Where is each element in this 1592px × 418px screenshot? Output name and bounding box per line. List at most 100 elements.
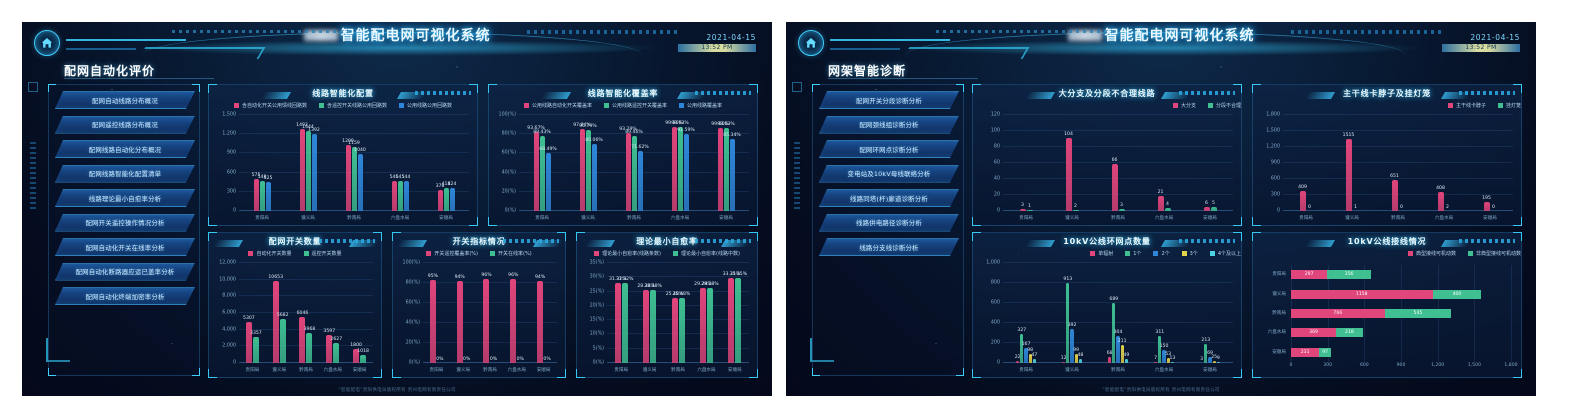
sidebar-item-3[interactable]: 配网线路自动化分布概况	[55, 140, 195, 158]
bar-group[interactable]: 68 689 304 211 49	[1095, 263, 1141, 363]
bar-group[interactable]: 94% 0%	[530, 263, 557, 363]
bar-row[interactable]: 231 97	[1291, 347, 1511, 357]
legend-item[interactable]: 3个	[1181, 250, 1198, 257]
sidebar-item-7[interactable]: 线路分支线诊断分析	[819, 238, 959, 256]
bar-group[interactable]: 1515 1	[1329, 115, 1375, 211]
bar-group[interactable]: 28.38% 28.38%	[635, 263, 663, 363]
app-title: 智能配电网可视化系统	[22, 25, 772, 45]
y-tick-label: 120	[990, 112, 1000, 118]
bar-group[interactable]: 1492 1444 1392	[285, 115, 331, 211]
sidebar-item-8[interactable]: 配网自动化断路器应运已盖率分析	[55, 263, 195, 281]
bar-group[interactable]: 104 2	[1049, 115, 1095, 211]
bar-group[interactable]: 99.86% 99.63% 91.59%	[657, 115, 703, 211]
sidebar-item-6[interactable]: 配网开关遥控操作情况分析	[55, 214, 195, 232]
sidebar-item-5[interactable]: 线路理论最小自愈率分析	[55, 189, 195, 207]
sidebar-item-1[interactable]: 配网开关分段诊断分析	[819, 91, 959, 109]
bar-row[interactable]: 1158 400	[1291, 289, 1511, 299]
legend-item[interactable]: 1个	[1125, 250, 1141, 257]
bar-group[interactable]: 12 913 392 99 48	[1049, 263, 1095, 363]
bar-value-label: 213	[1201, 338, 1211, 344]
card-corner	[208, 84, 217, 93]
legend-item[interactable]: 公用线路遥控开关覆盖率	[603, 102, 667, 109]
bar-group[interactable]: 378 418 424	[423, 115, 469, 211]
bar-group[interactable]: 651 0	[1375, 115, 1421, 211]
bar-row[interactable]: 297 356	[1291, 270, 1511, 280]
bar-group[interactable]: 25.48% 25.48%	[664, 263, 692, 363]
legend-item[interactable]: 公用线路自动化开关覆盖率	[523, 102, 592, 109]
sidebar-item-6[interactable]: 线路供电路径诊断分析	[819, 214, 959, 232]
bar-group[interactable]: 1800 1018	[346, 263, 373, 363]
bar-group[interactable]: 29.28% 29.28%	[692, 263, 720, 363]
home-icon[interactable]	[798, 30, 824, 56]
sidebar-item-4[interactable]: 配网线路智能化配置清单	[55, 165, 195, 183]
bar-group[interactable]: 1200 1159 1040	[331, 115, 377, 211]
bar-group[interactable]: 409 0	[1283, 115, 1329, 211]
legend-item[interactable]: 开关遥控覆盖率(%)	[426, 250, 478, 257]
y-tick-label: 300	[1270, 192, 1280, 198]
sidebar-item-7[interactable]: 配网自动化开关在线率分析	[55, 238, 195, 256]
bar-group[interactable]: 96% 0%	[477, 263, 504, 363]
bar-group[interactable]: 5307 3357	[239, 263, 266, 363]
bar-group[interactable]: 33.35% 33.35%	[721, 263, 749, 363]
bar-group[interactable]: 66 3	[1095, 115, 1141, 211]
legend-item[interactable]: 开关在线率(%)	[490, 250, 532, 257]
sidebar-item-1[interactable]: 配网自动线路分布概况	[55, 91, 195, 109]
home-icon[interactable]	[34, 30, 60, 56]
bar-group[interactable]: 408 2	[1421, 115, 1467, 211]
legend-item[interactable]: 理论最小自愈率(线路中数)	[673, 250, 740, 257]
bar-value-label: 10653	[268, 275, 283, 281]
bar-group[interactable]: 99.06% 98.63% 85.34%	[703, 115, 749, 211]
sidebar-item-2[interactable]: 配网颈线组诊断分析	[819, 116, 959, 134]
legend-item[interactable]: 4个及以上	[1209, 250, 1241, 257]
chart-legend: 自动化开关数量 遥控开关数量	[209, 250, 381, 257]
bar-group[interactable]: 95% 0%	[423, 263, 450, 363]
sidebar-item-2[interactable]: 配网遥控线路分布概况	[55, 116, 195, 134]
sidebar-item-5[interactable]: 线路同塔(杆)廊道诊断分析	[819, 189, 959, 207]
bar-group[interactable]: 195 0	[1467, 115, 1513, 211]
gridline	[607, 319, 749, 321]
legend-item[interactable]: 公用线路覆盖率	[679, 102, 722, 109]
bar-group[interactable]: 6046 3968	[293, 263, 320, 363]
bar-group[interactable]: 31.32% 31.32%	[607, 263, 635, 363]
bar-group[interactable]: 3 213 69 25 9	[1187, 263, 1233, 363]
legend-item[interactable]: 理论最小自愈率(线路条数)	[594, 250, 661, 257]
legend-item[interactable]: 公用线路公用回路数	[399, 102, 452, 109]
legend-item[interactable]: 含自动化开关公用馈线回路数	[233, 102, 307, 109]
bar-group[interactable]: 94% 0%	[450, 263, 477, 363]
bar-group[interactable]: 10653 5682	[266, 263, 293, 363]
bar-row[interactable]: 766 545	[1291, 308, 1511, 318]
legend-item[interactable]: 单辐射	[1090, 250, 1113, 257]
chart-plot: 0(%) 20(%) 40(%) 60(%) 80(%) 100(%) 93.67% 89.4…	[489, 113, 757, 225]
bar-group[interactable]: 93.67% 89.43% 68.49%	[519, 115, 565, 211]
bar-group[interactable]: 21 4	[1141, 115, 1187, 211]
x-tick-label: 黔南局	[671, 368, 685, 373]
y-tick-label: 20(%)	[589, 303, 604, 309]
bar-group[interactable]: 546 545 544	[377, 115, 423, 211]
legend-item[interactable]: 大分支	[1172, 102, 1196, 109]
legend-item[interactable]: 挂灯笼	[1497, 102, 1521, 109]
legend-item[interactable]: 自动化开关数量	[248, 250, 292, 257]
bar-group[interactable]: 96% 0%	[503, 263, 530, 363]
legend-item[interactable]: 遥控开关数量	[303, 250, 342, 257]
gridline	[1003, 262, 1233, 263]
legend-item[interactable]: 主干线卡脖子	[1447, 102, 1486, 109]
legend-item[interactable]: 含遥控开关线路公用回路数	[318, 102, 387, 109]
bar-group[interactable]: 97.84% 95.79% 80.06%	[565, 115, 611, 211]
sidebar-item-3[interactable]: 配网环网点诊断分析	[819, 140, 959, 158]
bars-area: 3 1 104 2 66 3 21 4 6 5	[1003, 115, 1233, 211]
bar-group[interactable]: 3597 2627	[319, 263, 346, 363]
legend-label: 典型接线可机动数	[1415, 251, 1456, 257]
legend-item[interactable]: 2个	[1153, 250, 1170, 257]
sidebar-item-4[interactable]: 变电站及10kV母线联络分析	[819, 165, 959, 183]
bar-group[interactable]: 7 311 150 53 13	[1141, 263, 1187, 363]
bar-group[interactable]: 22 327 167 98 47	[1003, 263, 1049, 363]
legend-item[interactable]: 非典型接线可机动数	[1467, 250, 1521, 257]
sidebar-item-9[interactable]: 配网自动化终端加密率分析	[55, 287, 195, 305]
bar-group[interactable]: 93.29% 89.46% 71.62%	[611, 115, 657, 211]
legend-item[interactable]: 分段不合理	[1207, 102, 1241, 109]
bar-row[interactable]: 369 218	[1291, 328, 1511, 338]
legend-item[interactable]: 典型接线可机动数	[1407, 250, 1456, 257]
bar-group[interactable]: 575 548 525	[239, 115, 285, 211]
